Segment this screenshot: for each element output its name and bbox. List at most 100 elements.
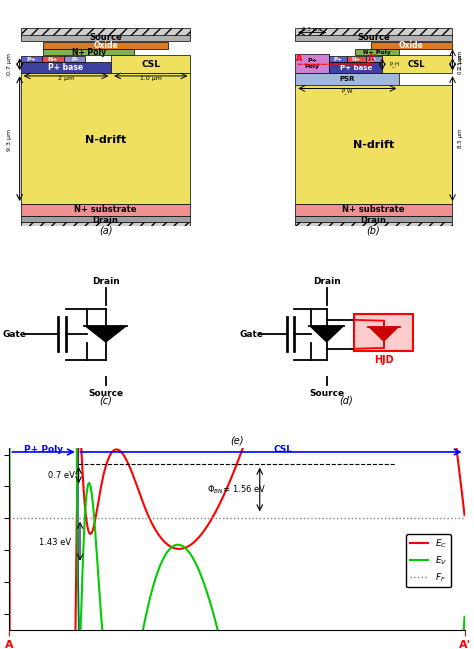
Text: PSR: PSR bbox=[340, 77, 355, 82]
$E_V$ bbox=[156, 565, 162, 572]
Title: (e): (e) bbox=[230, 436, 244, 446]
Bar bbox=[21, 73, 191, 204]
Text: 0.7 eV: 0.7 eV bbox=[48, 471, 75, 480]
Text: Gate: Gate bbox=[2, 330, 26, 339]
Text: N+ substrate: N+ substrate bbox=[342, 206, 405, 214]
Bar bbox=[21, 204, 191, 215]
Text: N+ Poly: N+ Poly bbox=[363, 49, 391, 55]
Text: Oxide: Oxide bbox=[93, 41, 118, 50]
Text: N+ substrate: N+ substrate bbox=[74, 206, 137, 214]
Text: Gate: Gate bbox=[240, 330, 264, 339]
Bar bbox=[295, 221, 452, 226]
Bar bbox=[295, 34, 452, 41]
Bar bbox=[295, 29, 452, 36]
Text: CSL: CSL bbox=[141, 60, 160, 69]
Text: P+ base: P+ base bbox=[48, 64, 83, 72]
Text: Drain: Drain bbox=[92, 216, 118, 225]
Text: A: A bbox=[296, 54, 302, 63]
Bar bbox=[21, 221, 191, 226]
Bar bbox=[21, 215, 191, 222]
Bar bbox=[365, 56, 382, 62]
Text: (c): (c) bbox=[100, 395, 112, 406]
$E_C$ bbox=[294, 284, 300, 291]
$E_V$ bbox=[462, 613, 467, 620]
$E_C$ bbox=[336, 182, 342, 190]
Polygon shape bbox=[309, 326, 344, 343]
$F_F$ bbox=[52, 514, 58, 522]
Text: Source: Source bbox=[309, 389, 344, 398]
Bar bbox=[295, 215, 452, 222]
Bar bbox=[21, 56, 42, 62]
Text: P_H: P_H bbox=[389, 62, 399, 67]
Bar bbox=[355, 49, 400, 55]
Legend: $E_C$, $E_V$, $F_F$: $E_C$, $E_V$, $F_F$ bbox=[406, 533, 451, 587]
Text: Oxide: Oxide bbox=[399, 41, 424, 50]
Bar bbox=[295, 53, 329, 73]
$E_C$ bbox=[462, 511, 467, 519]
Text: CSL: CSL bbox=[273, 445, 292, 454]
Text: 0.2 µm: 0.2 µm bbox=[458, 55, 464, 74]
Bar bbox=[44, 42, 168, 49]
$E_V$ bbox=[7, 515, 12, 522]
Bar bbox=[329, 56, 347, 62]
Text: P+: P+ bbox=[27, 56, 36, 62]
$E_C$ bbox=[369, 151, 375, 159]
Text: HJD: HJD bbox=[374, 355, 393, 365]
Text: $\Phi_{BN}$= 1.56 eV: $\Phi_{BN}$= 1.56 eV bbox=[208, 484, 266, 496]
$E_C$ bbox=[338, 178, 344, 186]
Text: N+ Poly: N+ Poly bbox=[72, 47, 106, 56]
Polygon shape bbox=[84, 326, 128, 343]
Text: Drain: Drain bbox=[92, 277, 119, 286]
Text: 1.0 µm: 1.0 µm bbox=[140, 77, 162, 82]
Text: 8.5 µm: 8.5 µm bbox=[458, 129, 464, 149]
Text: P+ Poly: P+ Poly bbox=[24, 445, 63, 454]
Text: P-: P- bbox=[71, 56, 78, 62]
Polygon shape bbox=[368, 326, 400, 342]
$E_C$ bbox=[188, 541, 194, 548]
Bar bbox=[295, 204, 452, 215]
Bar bbox=[111, 55, 191, 73]
Text: N-drift: N-drift bbox=[85, 134, 126, 145]
Bar bbox=[295, 86, 452, 204]
Text: N-drift: N-drift bbox=[353, 140, 394, 150]
Bar bbox=[295, 73, 400, 86]
Text: Source: Source bbox=[88, 389, 123, 398]
$E_V$ bbox=[188, 551, 194, 559]
Bar bbox=[21, 62, 111, 73]
Bar bbox=[354, 314, 413, 351]
Text: P+: P+ bbox=[334, 56, 343, 62]
Bar bbox=[382, 55, 452, 73]
Text: N+: N+ bbox=[352, 56, 361, 62]
Text: (a): (a) bbox=[99, 226, 112, 236]
Bar bbox=[371, 42, 452, 49]
Text: 0.7 µm: 0.7 µm bbox=[7, 53, 12, 75]
Text: P-: P- bbox=[371, 56, 377, 62]
Text: 1.5 µm: 1.5 µm bbox=[458, 50, 464, 69]
Text: N+: N+ bbox=[48, 56, 58, 62]
Text: Drain: Drain bbox=[313, 277, 340, 286]
Text: Source: Source bbox=[357, 32, 390, 42]
Text: 1.43 eV: 1.43 eV bbox=[39, 537, 71, 546]
Text: Drain: Drain bbox=[360, 216, 386, 225]
Text: A': A' bbox=[368, 54, 377, 63]
Text: Source: Source bbox=[89, 32, 122, 42]
Bar bbox=[21, 34, 191, 41]
Bar bbox=[329, 62, 382, 73]
Bar bbox=[42, 56, 64, 62]
Text: P+ base: P+ base bbox=[339, 65, 372, 71]
$E_C$ bbox=[156, 531, 162, 539]
Bar bbox=[64, 56, 85, 62]
$E_C$ bbox=[7, 482, 12, 490]
Text: P_W: P_W bbox=[342, 88, 353, 94]
Text: 9.3 µm: 9.3 µm bbox=[7, 129, 12, 151]
Text: 0.3 µm: 0.3 µm bbox=[302, 27, 322, 32]
Bar bbox=[44, 49, 134, 55]
Text: (b): (b) bbox=[366, 226, 380, 236]
Bar bbox=[347, 56, 365, 62]
$F_F$ bbox=[7, 514, 12, 522]
Text: P+
Poly: P+ Poly bbox=[305, 58, 320, 69]
Line: $E_V$: $E_V$ bbox=[9, 0, 465, 649]
Line: $E_C$: $E_C$ bbox=[9, 155, 465, 649]
Bar bbox=[21, 29, 191, 36]
Text: CSL: CSL bbox=[408, 60, 425, 69]
